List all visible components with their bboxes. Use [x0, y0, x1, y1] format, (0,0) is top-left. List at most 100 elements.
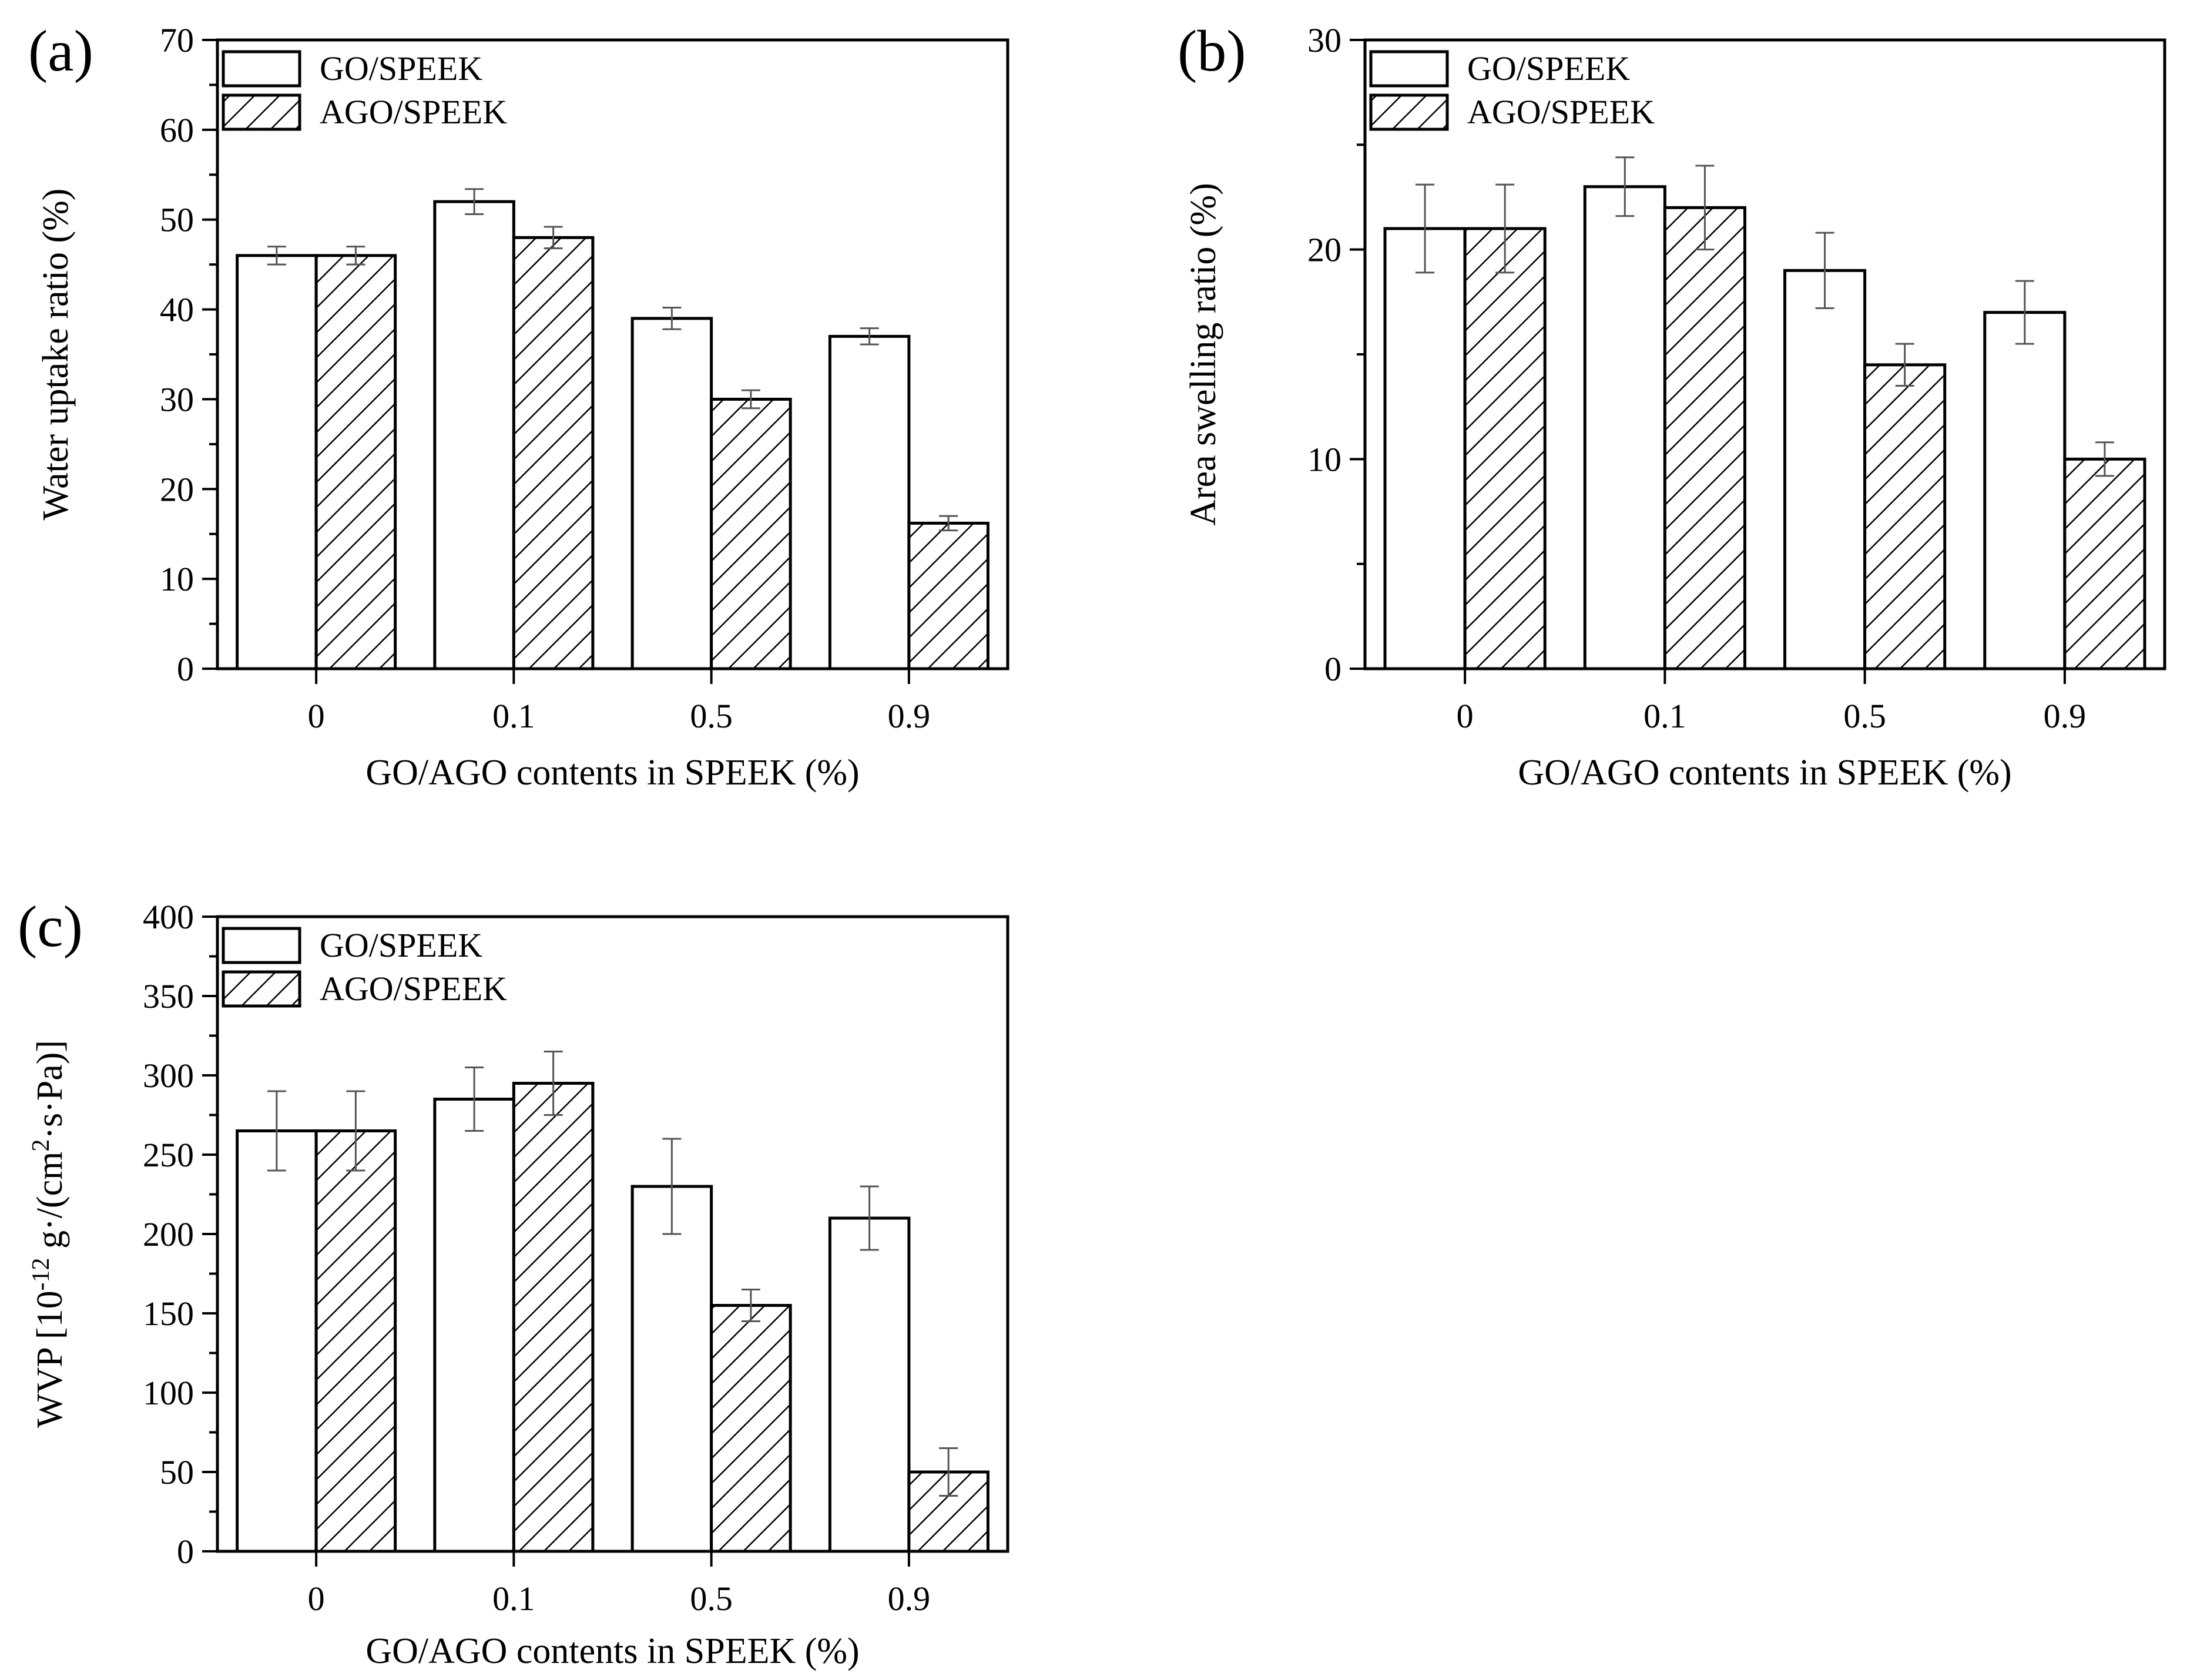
bar-ago-0 — [1463, 227, 1547, 670]
error-bar-go-0_9 — [860, 327, 879, 346]
error-bar-ago-0_9 — [939, 515, 958, 532]
error-bar-go-0_5 — [1815, 232, 1834, 310]
legend-swatch-go — [222, 50, 301, 88]
bar-go-0_5 — [630, 1185, 713, 1553]
y-axis-label: Area swelling ratio (%) — [1183, 183, 1223, 526]
legend-label-go: GO/SPEEK — [1467, 49, 1630, 88]
x-tick-label: 0 — [308, 697, 325, 735]
bar-go-0 — [1383, 227, 1467, 670]
y-axis-label-part: g·/(cm — [30, 1152, 70, 1258]
y-tick-label: 300 — [143, 1057, 194, 1095]
y-tick-label: 350 — [143, 977, 194, 1015]
y-tick-label: 150 — [143, 1295, 194, 1333]
bar-ago-0_9 — [2063, 457, 2146, 670]
legend-label-ago: AGO/SPEEK — [1467, 93, 1655, 131]
y-axis-label-superscript: -12 — [28, 1258, 55, 1290]
bar-go-0 — [236, 254, 318, 670]
x-tick-label: 0.1 — [492, 697, 535, 735]
chart-panel-1: 0 10 20 30 40 50 60 70 0 0.1 0.5 0.9 GO/AGO contents… — [28, 18, 1009, 793]
x-axis-label: GO/AGO contents in SPEEK (%) — [365, 753, 859, 793]
bar-go-0_1 — [1583, 185, 1666, 670]
y-tick-label: 0 — [177, 1533, 194, 1571]
chart-panel-2: 0 10 20 30 0 0.1 0.5 0.9 GO/AGO contents in SPEE… — [1178, 18, 2166, 793]
y-tick-label: 50 — [160, 1453, 194, 1491]
x-tick-label: 0.9 — [888, 697, 931, 735]
legend-label-go: GO/SPEEK — [320, 926, 482, 964]
bar-ago-0_5 — [710, 397, 792, 670]
error-bar-go-0 — [267, 246, 286, 266]
y-axis-label: WVP [10-12 g·/(cm2·s·Pa)] — [28, 1040, 70, 1428]
x-tick-label: 0.9 — [888, 1580, 931, 1618]
error-bar-ago-0_1 — [1695, 165, 1715, 251]
error-bar-go-0_1 — [465, 188, 484, 216]
y-tick-label: 400 — [143, 898, 194, 936]
x-tick-label: 0.5 — [1843, 697, 1886, 735]
y-tick-label: 70 — [160, 21, 194, 59]
bar-go-0_1 — [433, 1098, 515, 1553]
panel-label: (b) — [1178, 18, 1246, 83]
error-bar-go-0 — [1416, 183, 1435, 274]
bar-ago-0 — [314, 254, 397, 670]
bar-ago-0_1 — [512, 236, 595, 670]
error-bar-go-0_5 — [662, 307, 682, 330]
error-bar-ago-0 — [346, 1090, 365, 1172]
y-tick-label: 20 — [1307, 231, 1341, 269]
legend: GO/SPEEK AGO/SPEEK — [222, 49, 507, 131]
x-tick-label: 0 — [308, 1580, 325, 1618]
legend-swatch-ago — [222, 93, 301, 131]
bar-go-0_9 — [828, 334, 911, 670]
panel-label: (c) — [18, 894, 83, 959]
y-tick-label: 0 — [177, 650, 194, 688]
bar-ago-0_1 — [512, 1082, 595, 1553]
y-tick-label: 20 — [160, 470, 194, 508]
y-axis-label: Water uptake ratio (%) — [36, 189, 76, 521]
error-bar-go-0_1 — [465, 1067, 484, 1132]
error-bar-ago-0_9 — [939, 1447, 958, 1497]
legend-swatch-go — [1369, 50, 1449, 88]
bar-go-0_5 — [1783, 269, 1867, 670]
y-tick-label: 250 — [143, 1136, 194, 1174]
bar-ago-0_5 — [710, 1304, 792, 1553]
legend-swatch-go — [222, 927, 301, 964]
x-tick-label: 0.5 — [690, 697, 733, 735]
y-tick-label: 10 — [1307, 440, 1341, 478]
x-axis-label: GO/AGO contents in SPEEK (%) — [365, 1631, 859, 1671]
legend-label-ago: AGO/SPEEK — [320, 93, 507, 131]
error-bar-ago-0_5 — [741, 1289, 760, 1322]
error-bar-ago-0_1 — [544, 226, 563, 250]
x-tick-label: 0.1 — [492, 1580, 535, 1618]
x-tick-label: 0.1 — [1643, 697, 1686, 735]
y-axis-label-superscript: 2 — [28, 1139, 55, 1152]
error-bar-ago-0 — [346, 246, 365, 266]
error-bar-go-0_9 — [2015, 280, 2034, 345]
panel-label: (a) — [28, 18, 93, 83]
bar-go-0_9 — [1983, 311, 2067, 670]
bar-go-0_1 — [433, 200, 515, 670]
legend-label-ago: AGO/SPEEK — [320, 970, 507, 1008]
legend-label-go: GO/SPEEK — [320, 49, 482, 88]
error-bar-ago-0 — [1495, 183, 1515, 274]
y-tick-label: 50 — [160, 201, 194, 239]
bar-go-0_5 — [630, 317, 713, 670]
legend-swatch-ago — [1369, 93, 1449, 131]
legend: GO/SPEEK AGO/SPEEK — [1369, 49, 1655, 131]
bar-ago-0_1 — [1663, 206, 1746, 670]
y-axis-label-part: WVP [10 — [30, 1290, 70, 1428]
error-bar-ago-0_9 — [2095, 441, 2114, 477]
error-bar-go-0_9 — [860, 1185, 879, 1251]
bar-ago-0_9 — [907, 521, 990, 670]
x-tick-label: 0.5 — [690, 1580, 733, 1618]
x-tick-label: 0 — [1457, 697, 1474, 735]
error-bar-go-0_1 — [1615, 156, 1635, 217]
y-axis-label-part: ·s·Pa)] — [30, 1040, 70, 1139]
bar-go-0 — [236, 1129, 318, 1553]
y-tick-label: 200 — [143, 1215, 194, 1253]
error-bar-go-0_5 — [662, 1138, 682, 1235]
y-tick-label: 30 — [1307, 21, 1341, 59]
bar-go-0_9 — [828, 1216, 911, 1553]
legend-swatch-ago — [222, 970, 301, 1008]
x-axis-label: GO/AGO contents in SPEEK (%) — [1518, 753, 2011, 793]
x-tick-label: 0.9 — [2044, 697, 2087, 735]
legend: GO/SPEEK AGO/SPEEK — [222, 926, 507, 1008]
